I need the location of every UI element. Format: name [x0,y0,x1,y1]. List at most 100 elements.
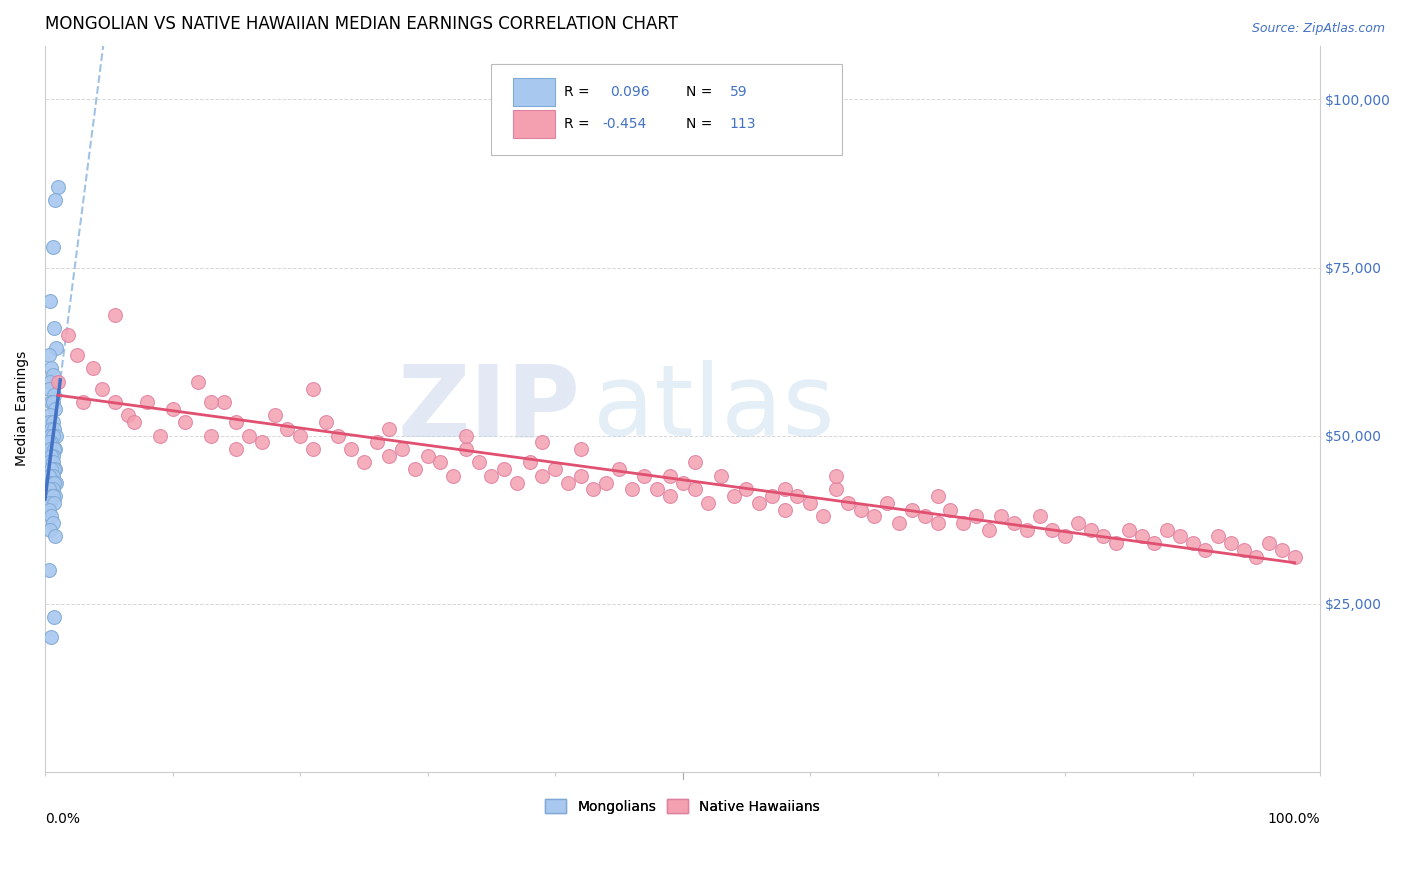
Point [38,483,60,497]
Point [454,428,477,442]
Point [41,361,63,376]
Point [658,489,681,503]
Point [41,435,63,450]
Point [506,475,529,490]
Point [531,469,554,483]
Point [38,415,60,429]
Point [41,509,63,524]
Point [404,462,426,476]
Point [44,442,66,456]
Point [901,502,924,516]
Point [38,455,60,469]
Point [889,516,911,530]
Point [990,509,1012,524]
Point [378,422,401,436]
Point [39,442,62,456]
Point [41,415,63,429]
Point [149,428,172,442]
Point [39,428,62,442]
Point [42,475,65,490]
Point [1130,529,1153,543]
Point [479,469,502,483]
Point [41,428,63,442]
Point [41,469,63,483]
Point [1220,536,1243,550]
Point [849,502,872,516]
Point [607,462,630,476]
Point [46,375,69,389]
Text: ZIP: ZIP [398,360,581,458]
Point [42,442,65,456]
Point [42,462,65,476]
Point [824,469,846,483]
Point [41,368,63,382]
Point [1118,523,1140,537]
Point [288,428,311,442]
Point [927,489,949,503]
Point [927,516,949,530]
Point [748,496,770,510]
Point [1258,536,1281,550]
Point [441,469,464,483]
Point [41,395,63,409]
Text: 100.0%: 100.0% [1268,812,1320,826]
Point [38,382,60,396]
Point [416,449,439,463]
Point [1194,542,1216,557]
Point [39,409,62,423]
Point [44,529,66,543]
Point [301,382,323,396]
Point [340,442,363,456]
Point [117,409,139,423]
Point [66,348,89,362]
Point [39,523,62,537]
Point [238,428,260,442]
Point [569,442,592,456]
Text: atlas: atlas [593,360,835,458]
Point [38,502,60,516]
Text: MONGOLIAN VS NATIVE HAWAIIAN MEDIAN EARNINGS CORRELATION CHART: MONGOLIAN VS NATIVE HAWAIIAN MEDIAN EARN… [45,15,678,33]
Point [45,475,67,490]
Point [72,395,94,409]
Point [328,428,350,442]
Point [42,496,65,510]
Point [41,489,63,503]
Point [41,475,63,490]
Point [876,496,898,510]
Point [301,442,323,456]
Point [1156,523,1178,537]
Point [429,455,451,469]
Point [45,428,67,442]
Point [162,401,184,416]
Point [1271,542,1294,557]
Point [174,415,197,429]
Point [965,509,987,524]
Text: 59: 59 [730,85,748,99]
Point [939,502,962,516]
Point [56,327,79,342]
Point [46,179,69,194]
Point [914,509,936,524]
Point [250,435,273,450]
Point [710,469,733,483]
Point [41,449,63,463]
Point [39,483,62,497]
Point [38,563,60,577]
Point [104,395,127,409]
Point [44,401,66,416]
Point [1206,529,1229,543]
Point [773,502,796,516]
Bar [513,111,555,138]
Point [1015,523,1038,537]
Point [187,375,209,389]
Point [645,483,668,497]
Point [1246,549,1268,564]
Point [41,462,63,476]
Point [39,496,62,510]
FancyBboxPatch shape [491,64,842,154]
Point [1028,509,1050,524]
Text: 0.096: 0.096 [610,85,650,99]
Point [44,194,66,208]
Point [531,435,554,450]
Point [1233,542,1256,557]
